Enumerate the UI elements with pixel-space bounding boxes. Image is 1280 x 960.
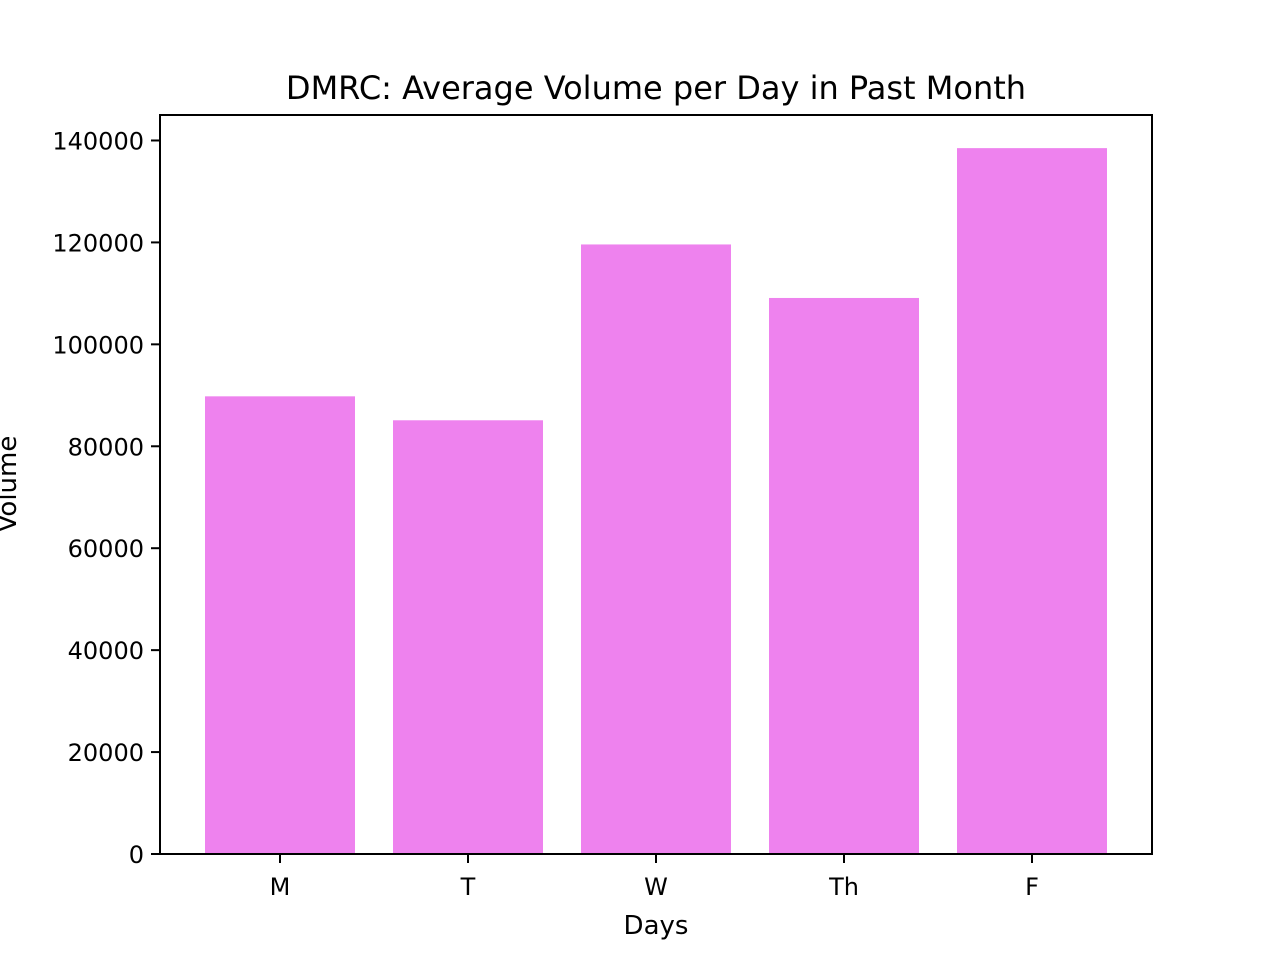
y-tick-label: 140000	[52, 127, 144, 155]
x-tick-label: F	[1025, 873, 1039, 901]
y-tick-label: 120000	[52, 229, 144, 257]
bars-group	[205, 148, 1107, 855]
y-tick-label: 40000	[68, 637, 144, 665]
chart-title: DMRC: Average Volume per Day in Past Mon…	[286, 69, 1026, 107]
x-tick-label: M	[270, 873, 291, 901]
y-tick-label: 20000	[68, 739, 144, 767]
y-tick-label: 0	[129, 841, 144, 869]
bar-t	[393, 420, 543, 854]
bar-m	[205, 396, 355, 854]
y-tick-label: 60000	[68, 535, 144, 563]
x-tick-label: W	[644, 873, 668, 901]
y-tick-label: 80000	[68, 433, 144, 461]
y-axis-label: Volume	[0, 436, 23, 533]
x-tick-label: T	[460, 873, 476, 901]
y-tick-label: 100000	[52, 331, 144, 359]
bar-f	[957, 148, 1107, 855]
x-tick-label: Th	[828, 873, 859, 901]
x-axis-ticks: M T W Th F	[270, 854, 1039, 901]
plot-frame	[159, 114, 1153, 855]
y-axis-ticks: 0 20000 40000 60000 80000 100000 120000 140000	[52, 127, 160, 869]
bar-th	[769, 297, 919, 855]
x-axis-label: Days	[624, 911, 689, 941]
bar-w	[581, 244, 731, 855]
